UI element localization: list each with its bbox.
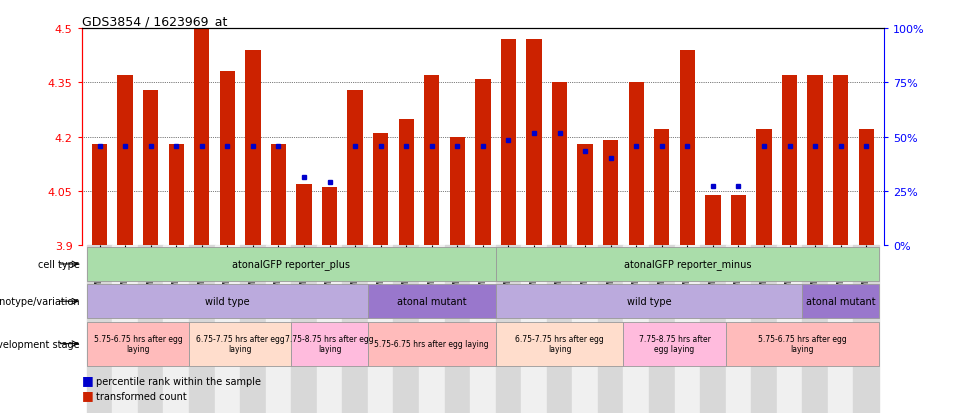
Bar xyxy=(752,246,776,413)
Bar xyxy=(86,246,112,413)
Bar xyxy=(476,79,490,246)
Bar xyxy=(782,76,798,246)
Bar xyxy=(424,76,439,246)
Bar xyxy=(730,195,746,246)
Bar xyxy=(245,50,260,246)
Bar xyxy=(138,246,163,413)
Bar xyxy=(701,246,726,413)
Text: 5.75-6.75 hrs after egg
laying: 5.75-6.75 hrs after egg laying xyxy=(93,334,183,354)
Bar xyxy=(419,246,445,413)
Bar xyxy=(214,246,240,413)
Text: 7.75-8.75 hrs after egg
laying: 7.75-8.75 hrs after egg laying xyxy=(285,334,374,354)
Text: percentile rank within the sample: percentile rank within the sample xyxy=(96,376,261,386)
Text: atonalGFP reporter_minus: atonalGFP reporter_minus xyxy=(624,259,752,270)
Text: transformed count: transformed count xyxy=(96,391,186,401)
Text: GDS3854 / 1623969_at: GDS3854 / 1623969_at xyxy=(82,15,227,28)
Bar xyxy=(189,246,214,413)
Bar xyxy=(726,246,752,413)
Text: atonal mutant: atonal mutant xyxy=(806,297,875,306)
Bar xyxy=(189,322,291,366)
Bar xyxy=(603,141,618,246)
Bar xyxy=(496,285,802,318)
Bar xyxy=(649,246,675,413)
Bar xyxy=(393,246,419,413)
Bar xyxy=(86,247,496,281)
Bar xyxy=(342,246,368,413)
Bar xyxy=(802,246,827,413)
Text: development stage: development stage xyxy=(0,339,80,349)
Bar xyxy=(450,138,465,246)
Bar xyxy=(598,246,624,413)
Bar xyxy=(552,83,567,246)
Bar xyxy=(163,246,189,413)
Bar xyxy=(86,322,189,366)
Bar xyxy=(348,90,363,246)
Text: ■: ■ xyxy=(82,388,93,401)
Bar xyxy=(496,247,879,281)
Bar xyxy=(624,322,726,366)
Bar xyxy=(833,76,849,246)
Bar xyxy=(654,130,670,246)
Text: cell type: cell type xyxy=(38,259,80,269)
Bar xyxy=(679,50,695,246)
Bar xyxy=(117,76,133,246)
Bar xyxy=(858,130,874,246)
Bar xyxy=(496,322,624,366)
Bar xyxy=(547,246,573,413)
Bar xyxy=(317,246,342,413)
Bar xyxy=(322,188,337,246)
Text: genotype/variation: genotype/variation xyxy=(0,297,80,306)
Text: 5.75-6.75 hrs after egg laying: 5.75-6.75 hrs after egg laying xyxy=(375,339,489,348)
Bar xyxy=(296,184,311,246)
Bar xyxy=(368,322,496,366)
Bar xyxy=(807,76,823,246)
Bar xyxy=(578,145,593,246)
Bar xyxy=(705,195,721,246)
Bar xyxy=(194,29,209,246)
Text: atonalGFP reporter_plus: atonalGFP reporter_plus xyxy=(233,259,350,270)
Text: wild type: wild type xyxy=(205,297,250,306)
Bar xyxy=(776,246,802,413)
Text: 6.75-7.75 hrs after egg
laying: 6.75-7.75 hrs after egg laying xyxy=(515,334,604,354)
Bar xyxy=(240,246,265,413)
Bar xyxy=(726,322,879,366)
Bar xyxy=(86,285,368,318)
Bar xyxy=(445,246,470,413)
Bar xyxy=(368,285,496,318)
Bar xyxy=(501,40,516,246)
Bar xyxy=(373,134,388,246)
Bar xyxy=(271,145,286,246)
Text: 7.75-8.75 hrs after
egg laying: 7.75-8.75 hrs after egg laying xyxy=(639,334,710,354)
Bar xyxy=(399,119,414,246)
Text: wild type: wild type xyxy=(627,297,672,306)
Bar xyxy=(496,246,521,413)
Bar xyxy=(573,246,598,413)
Bar xyxy=(168,145,184,246)
Bar xyxy=(624,246,649,413)
Bar xyxy=(827,246,853,413)
Bar xyxy=(756,130,772,246)
Bar xyxy=(92,145,108,246)
Bar xyxy=(527,40,542,246)
Bar xyxy=(628,83,644,246)
Text: 6.75-7.75 hrs after egg
laying: 6.75-7.75 hrs after egg laying xyxy=(196,334,284,354)
Bar xyxy=(675,246,701,413)
Bar xyxy=(265,246,291,413)
Bar xyxy=(470,246,496,413)
Bar xyxy=(112,246,138,413)
Bar xyxy=(802,285,879,318)
Bar xyxy=(853,246,879,413)
Bar xyxy=(521,246,547,413)
Bar xyxy=(291,246,317,413)
Text: 5.75-6.75 hrs after egg
laying: 5.75-6.75 hrs after egg laying xyxy=(758,334,847,354)
Bar xyxy=(368,246,393,413)
Text: atonal mutant: atonal mutant xyxy=(397,297,467,306)
Bar xyxy=(143,90,159,246)
Bar xyxy=(291,322,368,366)
Bar xyxy=(220,72,235,246)
Text: ■: ■ xyxy=(82,373,93,386)
